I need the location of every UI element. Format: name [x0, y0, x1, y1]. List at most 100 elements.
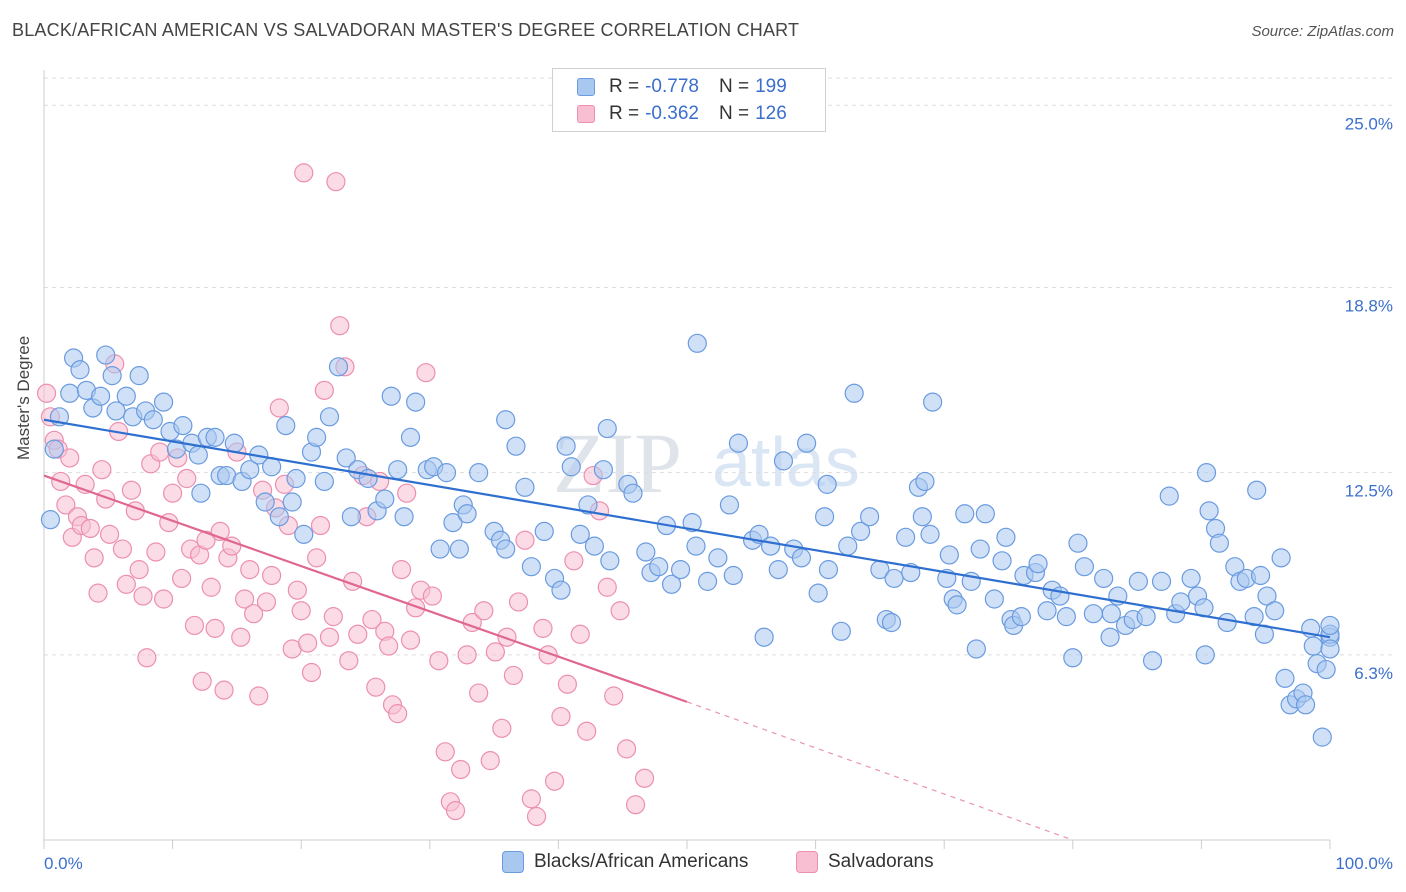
black-african-american-point — [551, 580, 571, 600]
salvadoran-point — [214, 680, 234, 700]
salvadoran-point — [196, 530, 216, 550]
salvadoran-point — [544, 771, 565, 791]
salvadoran-point — [307, 548, 327, 568]
black-african-american-point — [939, 545, 959, 565]
black-african-american-point — [600, 551, 620, 571]
black-african-american-point — [670, 560, 691, 580]
salvadoran-point — [133, 586, 153, 606]
n-value-blacks: 199 — [755, 76, 787, 97]
black-african-american-point — [388, 460, 408, 480]
salvadoran-point — [192, 671, 212, 691]
black-african-american-point — [1094, 568, 1114, 589]
black-african-american-point — [1316, 659, 1336, 680]
black-african-american-point — [205, 427, 225, 447]
salvadoran-point — [172, 568, 192, 589]
black-african-american-point — [984, 589, 1004, 609]
black-african-american-point — [1217, 612, 1237, 633]
black-african-american-point — [1101, 604, 1121, 624]
black-african-american-point — [449, 539, 469, 559]
black-african-american-points — [40, 333, 1340, 747]
salvadoran-point — [379, 636, 399, 656]
black-african-american-point — [593, 460, 614, 480]
salvadoran-point — [298, 633, 318, 653]
blue-swatch-icon — [577, 78, 595, 96]
salvadoran-point — [339, 651, 359, 671]
black-african-american-point — [817, 474, 837, 494]
black-african-american-point — [358, 468, 378, 489]
black-african-american-point — [884, 568, 904, 589]
black-african-american-point — [496, 539, 516, 559]
black-african-american-point — [328, 357, 349, 377]
black-african-american-point — [1271, 548, 1291, 568]
y-tick-label: 25.0% — [1345, 114, 1393, 133]
salvadoran-point — [269, 398, 289, 418]
black-african-american-point — [314, 471, 334, 492]
black-african-american-point — [282, 492, 302, 512]
black-african-american-point — [844, 383, 864, 403]
black-african-american-point — [881, 612, 902, 633]
salvadoran-point — [422, 586, 442, 606]
black-african-american-point — [851, 521, 871, 542]
black-african-american-point — [44, 439, 64, 459]
salvadoran-point — [485, 642, 505, 662]
salvadoran-point — [92, 460, 112, 480]
salvadoran-point — [508, 592, 529, 612]
salvadoran-point — [146, 542, 166, 562]
r-value-salvadorans: -0.362 — [645, 103, 699, 124]
black-african-american-point — [1320, 615, 1340, 636]
black-african-american-point — [570, 524, 590, 544]
salvadoran-point — [177, 468, 197, 489]
chart-title: BLACK/AFRICAN AMERICAN VS SALVADORAN MAS… — [12, 20, 800, 40]
salvadoran-point — [406, 598, 426, 618]
salvadoran-point — [310, 515, 331, 536]
source-label: Source: ZipAtlas.com — [1251, 23, 1394, 40]
salvadoran-point — [150, 442, 170, 462]
black-african-american-point — [1056, 607, 1076, 627]
black-african-american-point — [992, 551, 1012, 571]
black-african-american-point — [143, 410, 163, 430]
black-african-american-point — [336, 448, 356, 468]
black-african-american-point — [1063, 648, 1083, 668]
salvadoran-point — [80, 518, 100, 539]
black-african-american-point — [286, 468, 306, 489]
salvadoran-point — [84, 548, 104, 568]
salvadoran-point — [492, 718, 512, 738]
black-african-american-point — [430, 539, 450, 559]
salvadoran-point — [60, 448, 80, 468]
black-african-american-point — [623, 483, 643, 503]
black-african-american-point — [682, 512, 702, 533]
salvadoran-point — [451, 759, 471, 780]
blue-legend-swatch-icon — [502, 851, 524, 873]
salvadoran-point — [388, 704, 408, 724]
salvadoran-point — [564, 551, 584, 571]
x-tick-label-max: 100.0% — [1335, 854, 1393, 873]
black-african-american-point — [687, 333, 707, 353]
black-african-american-point — [319, 407, 340, 427]
black-african-american-point — [1037, 601, 1057, 621]
black-african-american-point — [996, 527, 1016, 547]
salvadoran-point — [205, 618, 225, 638]
black-african-american-point — [1196, 463, 1217, 483]
bottom-legend-salvadorans: Salvadorans — [796, 851, 934, 873]
salvadoran-point — [301, 662, 322, 683]
salvadoran-point — [36, 383, 57, 403]
black-african-american-point — [188, 445, 208, 465]
black-african-american-point — [1247, 480, 1267, 500]
black-african-american-point — [728, 433, 749, 453]
black-african-american-point — [1320, 639, 1340, 659]
salvadoran-point — [121, 480, 142, 500]
black-african-american-point — [443, 512, 463, 533]
salvadoran-point — [634, 768, 655, 788]
black-african-american-point — [96, 345, 116, 365]
black-african-american-point — [649, 557, 669, 577]
salvadoran-point — [99, 524, 120, 544]
black-african-american-point — [768, 560, 788, 580]
legend-label-salvadorans: Salvadorans — [828, 851, 934, 872]
black-african-american-point — [40, 510, 61, 530]
black-african-american-point — [975, 504, 995, 524]
black-african-american-point — [294, 524, 314, 544]
black-african-american-point — [341, 507, 361, 527]
black-african-american-point — [70, 360, 90, 380]
black-african-american-point — [578, 495, 598, 515]
